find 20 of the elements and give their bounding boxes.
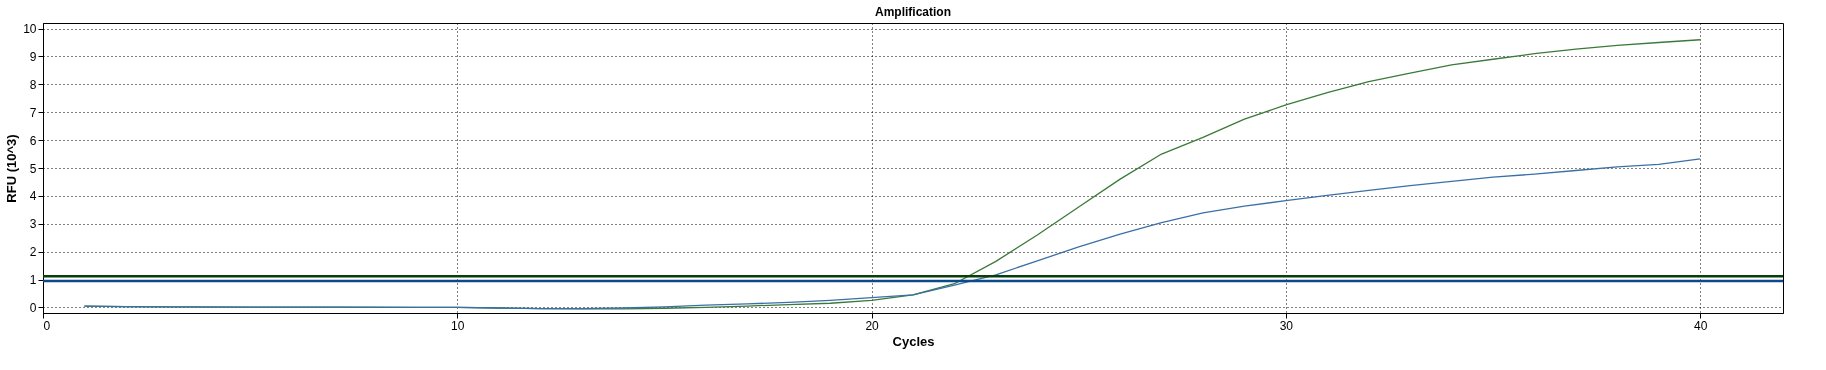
y-tick-label: 2 <box>29 245 37 260</box>
y-tick-label: 10 <box>23 22 37 37</box>
y-axis-title: RFU (10^3) <box>4 134 20 203</box>
x-axis-title: Cycles <box>892 333 935 349</box>
x-tick-label: 20 <box>865 318 880 333</box>
y-tick-label: 5 <box>29 161 37 176</box>
x-tick-label: 30 <box>1279 318 1294 333</box>
chart-title: Amplification <box>874 4 952 19</box>
x-tick-label: 40 <box>1693 318 1708 333</box>
y-tick-label: 9 <box>29 49 37 64</box>
x-tick-label: 10 <box>451 318 465 333</box>
y-tick-label: 7 <box>29 105 37 120</box>
y-tick-label: 1 <box>29 273 37 288</box>
y-tick-label: 3 <box>29 217 37 232</box>
line-series <box>83 158 1701 310</box>
y-tick-label: 6 <box>29 133 37 148</box>
x-tick-label: 0 <box>43 318 51 333</box>
y-tick-label: 8 <box>29 77 37 92</box>
y-tick-label: 0 <box>29 300 37 315</box>
y-tick-label: 4 <box>29 189 37 204</box>
